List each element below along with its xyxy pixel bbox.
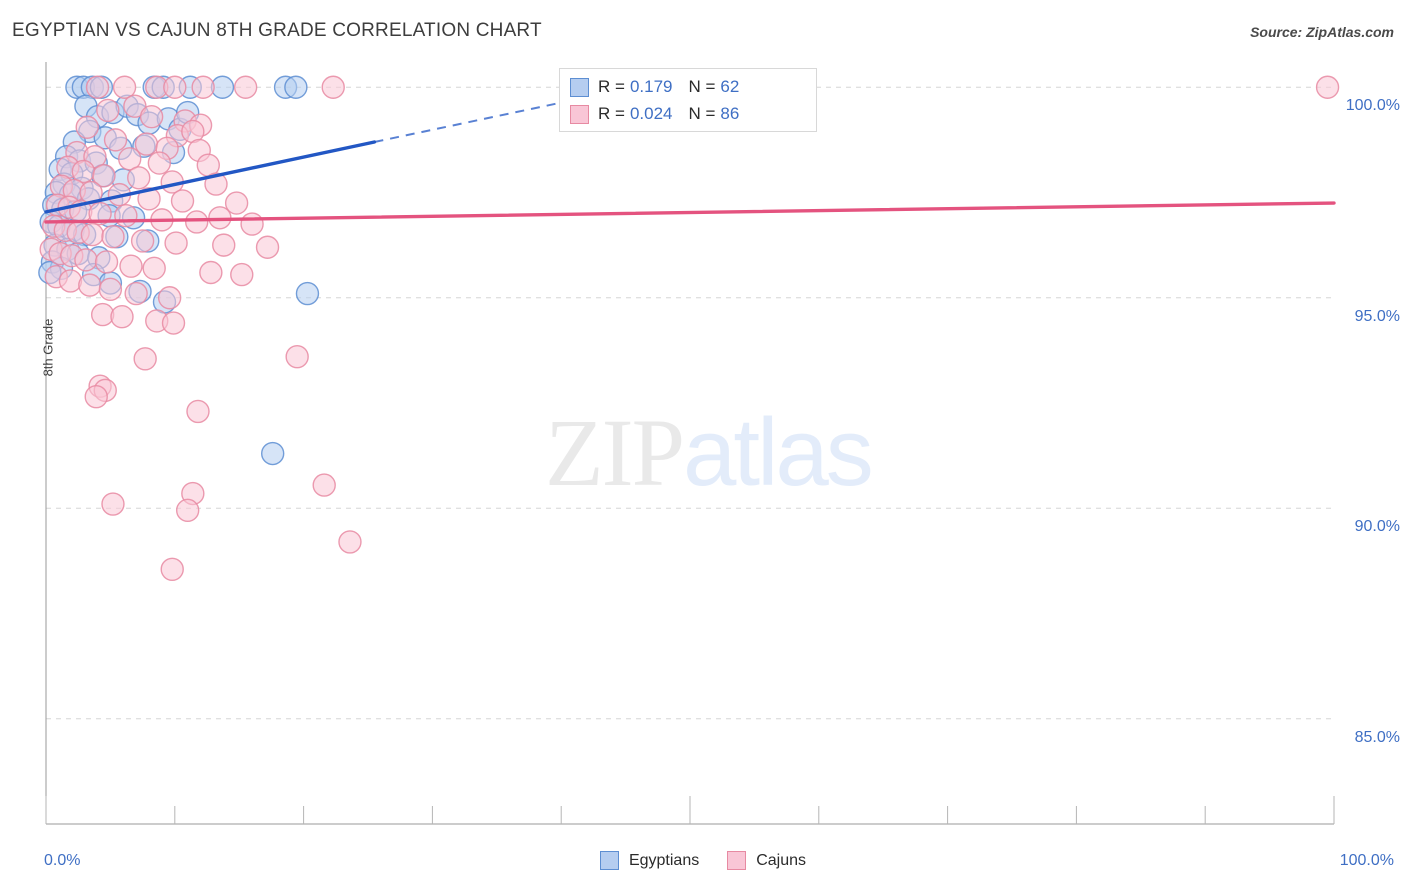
scatter-plot-svg bbox=[38, 62, 1340, 825]
data-point bbox=[285, 344, 309, 369]
data-point bbox=[157, 286, 182, 310]
data-point bbox=[338, 530, 362, 554]
data-point bbox=[98, 277, 123, 302]
r-value-egyptians: 0.179 bbox=[629, 77, 673, 96]
data-point bbox=[112, 75, 137, 99]
chart-legend: Egyptians Cajuns bbox=[0, 851, 1406, 870]
data-point bbox=[233, 75, 258, 99]
data-point bbox=[103, 128, 128, 152]
legend-label: Egyptians bbox=[628, 851, 700, 869]
y-tick-label: 95.0% bbox=[1354, 307, 1400, 325]
data-point bbox=[160, 557, 184, 581]
data-point bbox=[224, 191, 249, 215]
n-label-cajuns: N = bbox=[688, 104, 716, 123]
correlation-stats-box: R = 0.179 N = 62 R = 0.024 N = 86 bbox=[559, 68, 817, 132]
series-swatch-cajuns-icon bbox=[570, 104, 589, 124]
data-point bbox=[133, 347, 157, 371]
data-point bbox=[164, 231, 188, 255]
x-tick-label: 100.0% bbox=[1339, 852, 1394, 869]
data-point bbox=[137, 187, 161, 211]
data-point bbox=[80, 222, 105, 247]
r-label-egyptians: R = bbox=[598, 77, 625, 96]
data-point bbox=[147, 151, 172, 175]
data-point bbox=[127, 166, 151, 190]
n-label-egyptians: N = bbox=[688, 77, 716, 96]
data-point bbox=[94, 250, 119, 274]
data-point bbox=[230, 262, 254, 287]
data-point bbox=[90, 302, 115, 327]
data-point bbox=[175, 498, 200, 523]
trendline-egyptians bbox=[44, 140, 377, 214]
stats-row-cajuns: R = 0.024 N = 86 bbox=[570, 101, 739, 127]
trendline-cajuns bbox=[44, 201, 1336, 224]
data-point bbox=[110, 305, 134, 329]
data-point bbox=[101, 225, 125, 249]
y-tick-label: 100.0% bbox=[1345, 97, 1400, 115]
stats-row-egyptians: R = 0.179 N = 62 bbox=[570, 74, 739, 100]
data-point bbox=[161, 311, 186, 335]
series-swatch-egyptians-icon bbox=[570, 77, 589, 97]
data-point bbox=[124, 281, 148, 306]
data-point bbox=[84, 384, 108, 409]
data-point bbox=[139, 105, 164, 129]
data-point bbox=[75, 115, 99, 139]
series-points-cajuns bbox=[39, 75, 1340, 581]
data-point bbox=[284, 75, 308, 99]
x-tick-label: 0.0% bbox=[44, 852, 81, 869]
data-point bbox=[295, 281, 320, 306]
data-point bbox=[260, 441, 285, 466]
data-point bbox=[92, 163, 116, 188]
legend-item-cajuns[interactable]: Cajuns bbox=[727, 851, 806, 870]
data-point bbox=[114, 203, 138, 228]
legend-item-egyptians[interactable]: Egyptians bbox=[599, 851, 700, 870]
data-point bbox=[1315, 75, 1340, 99]
data-point bbox=[142, 256, 166, 280]
data-point bbox=[96, 98, 120, 123]
legend-label: Cajuns bbox=[756, 851, 807, 869]
data-point bbox=[212, 233, 236, 257]
page-title: EGYPTIAN VS CAJUN 8TH GRADE CORRELATION … bbox=[12, 20, 542, 41]
data-point bbox=[170, 189, 195, 213]
data-point bbox=[191, 75, 215, 99]
y-tick-label: 90.0% bbox=[1354, 518, 1400, 536]
r-label-cajuns: R = bbox=[598, 104, 625, 123]
legend-swatch-cajuns-icon bbox=[727, 851, 747, 870]
r-value-cajuns: 0.024 bbox=[629, 104, 673, 123]
n-value-cajuns: 86 bbox=[720, 104, 740, 123]
trendline-extension-egyptians bbox=[374, 98, 575, 143]
data-point bbox=[118, 147, 142, 171]
legend-swatch-egyptians-icon bbox=[599, 851, 619, 870]
y-axis-title: 8th Grade bbox=[40, 318, 56, 377]
data-point bbox=[58, 269, 83, 293]
data-point bbox=[130, 229, 155, 253]
data-point bbox=[184, 210, 209, 234]
data-point bbox=[321, 75, 345, 99]
data-point bbox=[88, 201, 112, 226]
data-point bbox=[255, 235, 280, 259]
plot-area bbox=[38, 62, 1340, 825]
data-point bbox=[240, 212, 264, 236]
data-point bbox=[199, 260, 223, 285]
data-point bbox=[119, 254, 143, 278]
data-point bbox=[163, 75, 187, 99]
data-point bbox=[101, 492, 125, 516]
data-point bbox=[186, 399, 210, 424]
data-point bbox=[85, 75, 110, 99]
source-attribution: Source: ZipAtlas.com bbox=[1250, 24, 1394, 40]
y-tick-label: 85.0% bbox=[1354, 728, 1400, 746]
data-point bbox=[123, 94, 147, 118]
n-value-egyptians: 62 bbox=[720, 77, 740, 96]
data-point bbox=[312, 473, 336, 497]
data-point bbox=[78, 273, 102, 297]
data-point bbox=[74, 248, 98, 272]
